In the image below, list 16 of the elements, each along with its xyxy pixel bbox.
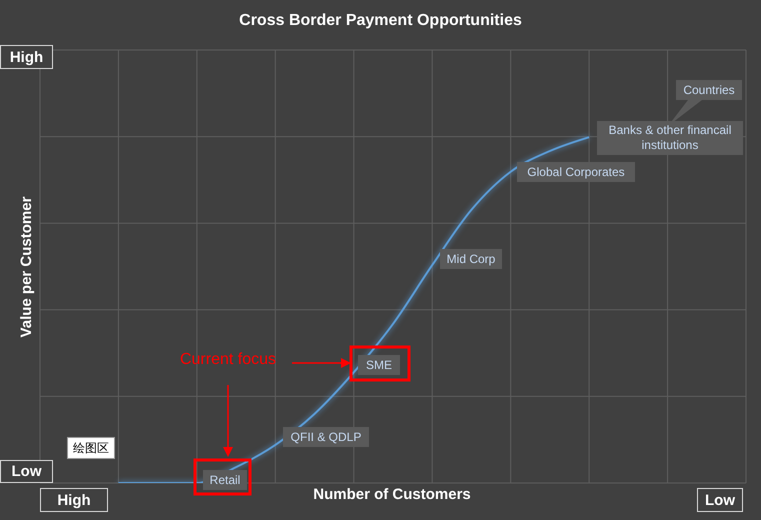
x-axis-title: Number of Customers: [312, 486, 472, 503]
annotation: Global Corporates: [517, 162, 635, 182]
text: Low: [697, 488, 743, 512]
annotation: Retail: [203, 470, 247, 490]
text: Countries: [676, 80, 742, 100]
chart-title: Cross Border Payment Opportunities: [238, 12, 523, 30]
text: High: [40, 488, 108, 512]
annotation: Current focus: [178, 350, 278, 370]
annotation: QFII & QDLP: [283, 427, 369, 447]
annotation: 绘图区: [67, 437, 115, 459]
annotation: Mid Corp: [440, 249, 502, 269]
y-axis-title: Value per Customer: [18, 196, 36, 340]
annotation: Low: [0, 460, 53, 483]
annotation: Banks & other financail institutions: [597, 121, 743, 155]
text: High: [0, 45, 53, 69]
annotation: SME: [358, 355, 400, 375]
